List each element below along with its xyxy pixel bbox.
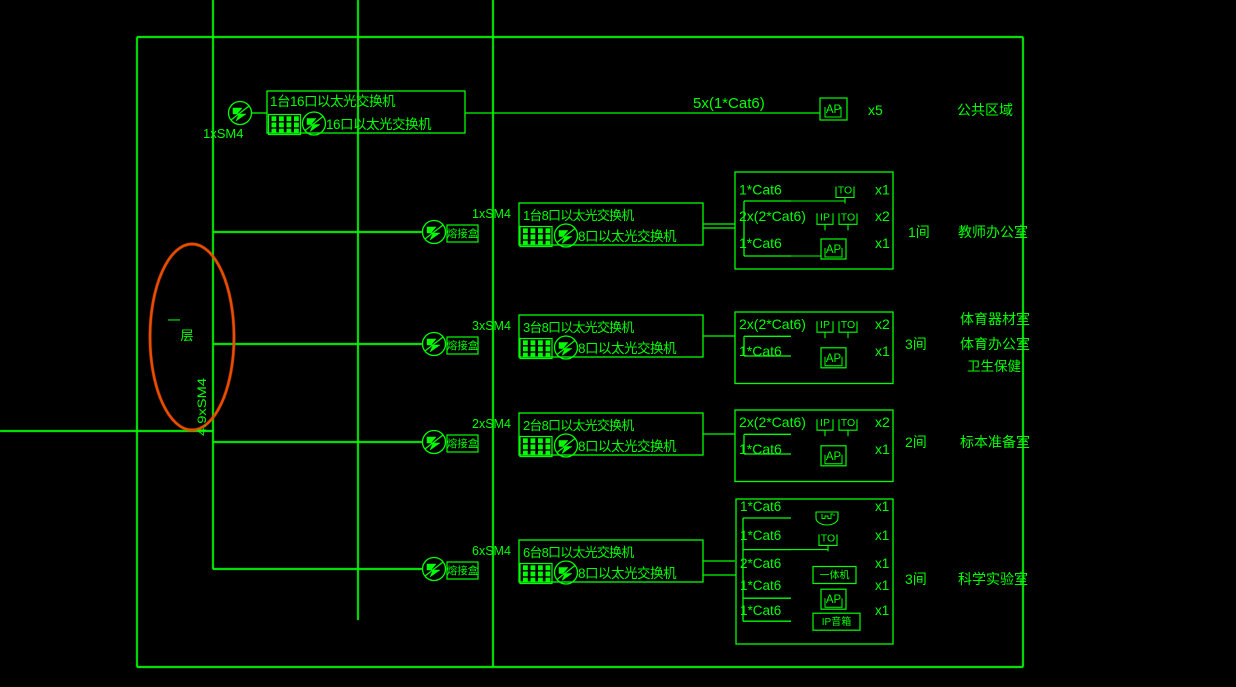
svg-text:层: 层	[180, 328, 193, 343]
svg-text:1间: 1间	[908, 224, 930, 240]
svg-text:x2: x2	[875, 316, 890, 332]
svg-text:1xSM4: 1xSM4	[472, 207, 511, 221]
svg-text:2台8口以太光交换机: 2台8口以太光交换机	[523, 418, 634, 433]
svg-text:1xSM4: 1xSM4	[203, 126, 243, 141]
svg-text:2x(2*Cat6): 2x(2*Cat6)	[739, 316, 806, 332]
svg-text:3xSM4: 3xSM4	[472, 319, 511, 333]
svg-text:x1: x1	[875, 343, 890, 359]
svg-text:教师办公室: 教师办公室	[958, 224, 1028, 240]
svg-text:x1: x1	[875, 528, 889, 543]
svg-text:标本准备室: 标本准备室	[960, 434, 1030, 450]
svg-text:1*Cat6: 1*Cat6	[739, 441, 782, 457]
svg-text:x5: x5	[868, 102, 883, 118]
svg-text:一: 一	[167, 313, 180, 328]
svg-text:熔接盒: 熔接盒	[447, 339, 479, 352]
svg-text:5x(1*Cat6): 5x(1*Cat6)	[693, 95, 765, 112]
svg-text:1*Cat6: 1*Cat6	[739, 235, 782, 251]
svg-text:x2: x2	[875, 414, 890, 430]
svg-text:8口以太光交换机: 8口以太光交换机	[578, 228, 677, 244]
svg-text:2x(2*Cat6): 2x(2*Cat6)	[739, 208, 806, 224]
svg-text:4.9xSM4: 4.9xSM4	[195, 378, 209, 436]
svg-text:卫生保健: 卫生保健	[967, 359, 1021, 374]
svg-text:一体机: 一体机	[820, 569, 850, 582]
svg-text:8口以太光交换机: 8口以太光交换机	[578, 438, 677, 454]
svg-text:2x(2*Cat6): 2x(2*Cat6)	[739, 414, 806, 430]
svg-text:16口以太光交换机: 16口以太光交换机	[326, 116, 432, 132]
svg-text:熔接盒: 熔接盒	[447, 564, 479, 577]
svg-text:1*Cat6: 1*Cat6	[740, 578, 781, 593]
svg-text:1*Cat6: 1*Cat6	[740, 499, 781, 514]
svg-text:x2: x2	[875, 208, 890, 224]
svg-text:3间: 3间	[905, 336, 927, 352]
svg-text:8口以太光交换机: 8口以太光交换机	[578, 340, 677, 356]
svg-text:2*Cat6: 2*Cat6	[740, 556, 781, 571]
svg-text:AP: AP	[826, 104, 842, 116]
svg-text:x1: x1	[875, 441, 890, 457]
svg-text:熔接盒: 熔接盒	[447, 437, 479, 450]
svg-text:8口以太光交换机: 8口以太光交换机	[578, 565, 677, 581]
svg-text:6xSM4: 6xSM4	[472, 544, 511, 558]
svg-text:1*Cat6: 1*Cat6	[740, 528, 781, 543]
svg-text:1*Cat6: 1*Cat6	[739, 182, 782, 198]
svg-text:3间: 3间	[905, 571, 927, 587]
svg-text:1*Cat6: 1*Cat6	[740, 603, 781, 618]
svg-text:x1: x1	[875, 182, 890, 198]
svg-text:AP: AP	[826, 244, 842, 256]
svg-text:6台8口以太光交换机: 6台8口以太光交换机	[523, 545, 634, 560]
svg-text:科学实验室: 科学实验室	[958, 571, 1028, 587]
svg-text:AP: AP	[826, 451, 842, 463]
svg-text:x1: x1	[875, 556, 889, 571]
svg-text:2xSM4: 2xSM4	[472, 417, 511, 431]
svg-text:AP: AP	[826, 594, 842, 606]
svg-text:公共区域: 公共区域	[957, 102, 1013, 118]
svg-text:1台8口以太光交换机: 1台8口以太光交换机	[523, 208, 634, 223]
svg-text:x1: x1	[875, 603, 889, 618]
svg-text:体育器材室: 体育器材室	[960, 311, 1030, 327]
svg-text:IP音箱: IP音箱	[822, 615, 851, 628]
svg-text:3台8口以太光交换机: 3台8口以太光交换机	[523, 320, 634, 335]
svg-text:熔接盒: 熔接盒	[447, 227, 479, 240]
svg-text:AP: AP	[826, 353, 842, 365]
svg-text:2间: 2间	[905, 434, 927, 450]
svg-text:x1: x1	[875, 499, 889, 514]
svg-text:x1: x1	[875, 578, 889, 593]
svg-text:x1: x1	[875, 235, 890, 251]
svg-text:体育办公室: 体育办公室	[960, 336, 1030, 352]
svg-text:1*Cat6: 1*Cat6	[739, 343, 782, 359]
svg-text:1台16口以太光交换机: 1台16口以太光交换机	[270, 93, 396, 109]
